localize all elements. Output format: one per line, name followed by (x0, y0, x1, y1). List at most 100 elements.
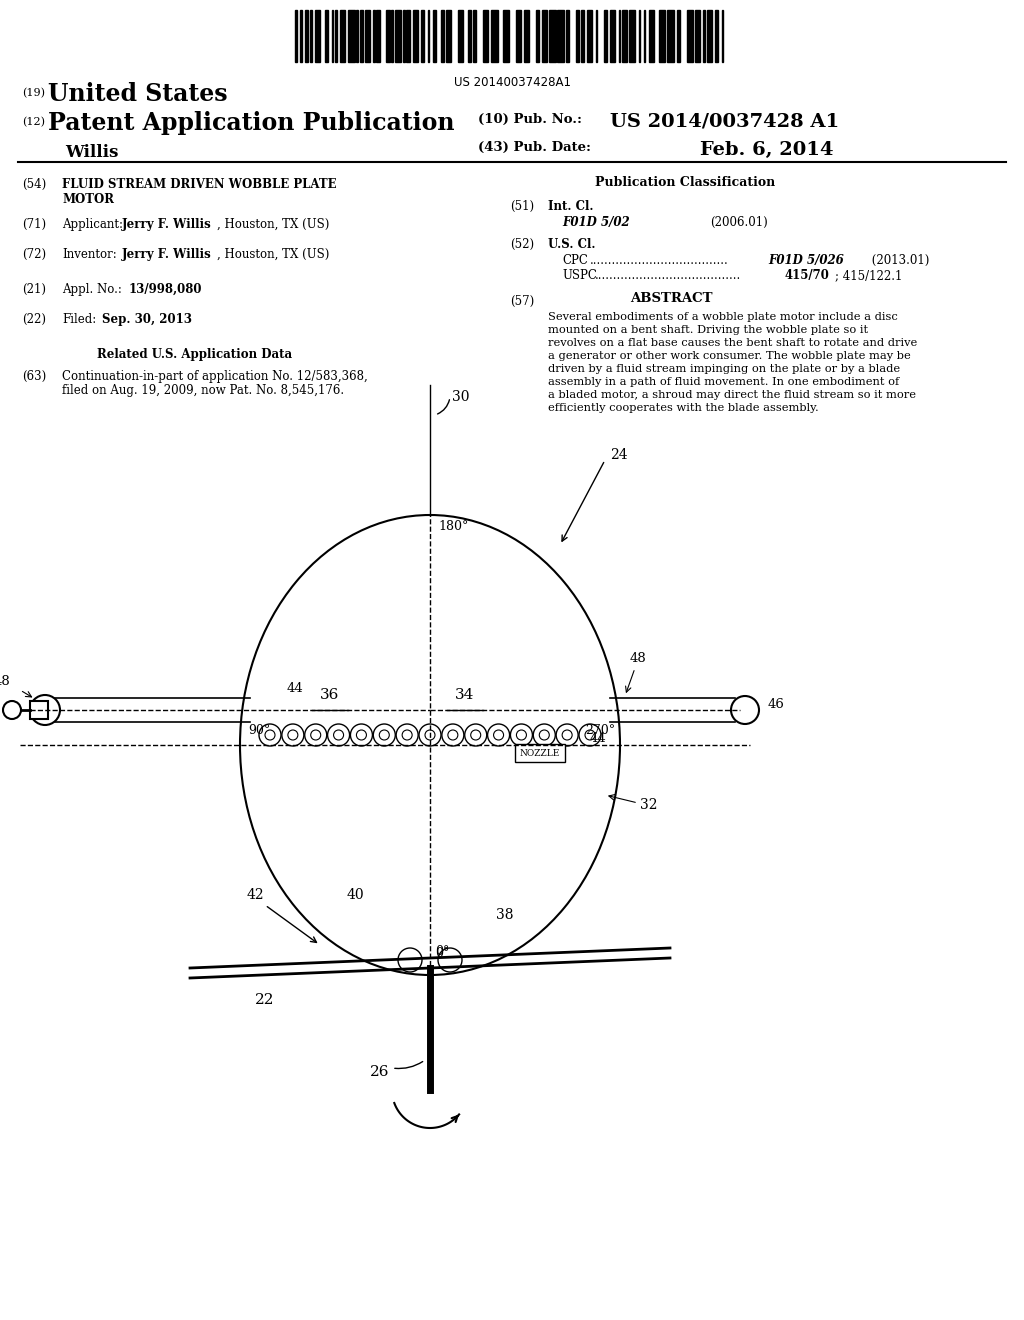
Text: US 20140037428A1: US 20140037428A1 (454, 77, 570, 88)
Text: 48: 48 (630, 652, 647, 665)
Bar (365, 11, 370, 62)
Circle shape (471, 730, 480, 741)
Circle shape (305, 723, 327, 746)
Text: 90°: 90° (248, 723, 270, 737)
Bar (503, 11, 509, 62)
Text: Jerry F. Willis: Jerry F. Willis (122, 248, 212, 261)
Bar (549, 11, 556, 62)
Text: 270°: 270° (585, 723, 615, 737)
Bar (648, 11, 653, 62)
Bar (446, 11, 451, 62)
Text: 180°: 180° (438, 520, 468, 533)
Text: F01D 5/02: F01D 5/02 (562, 216, 630, 228)
Text: , Houston, TX (US): , Houston, TX (US) (217, 218, 330, 231)
Text: 0°: 0° (435, 946, 450, 960)
Bar (473, 11, 476, 62)
Circle shape (487, 723, 510, 746)
Bar (394, 11, 401, 62)
Text: Publication Classification: Publication Classification (595, 176, 775, 189)
Text: a bladed motor, a shroud may direct the fluid stream so it more: a bladed motor, a shroud may direct the … (548, 389, 916, 400)
Text: US 2014/0037428 A1: US 2014/0037428 A1 (610, 114, 840, 131)
Bar (524, 11, 529, 62)
Text: filed on Aug. 19, 2009, now Pat. No. 8,545,176.: filed on Aug. 19, 2009, now Pat. No. 8,5… (62, 384, 344, 397)
Bar (722, 11, 723, 62)
Bar (575, 11, 579, 62)
Text: , Houston, TX (US): , Houston, TX (US) (217, 248, 330, 261)
Text: NOZZLE: NOZZLE (520, 748, 560, 758)
Text: (22): (22) (22, 313, 46, 326)
Text: Jerry F. Willis: Jerry F. Willis (122, 218, 212, 231)
Bar (565, 11, 569, 62)
Bar (315, 11, 319, 62)
Text: (2006.01): (2006.01) (710, 216, 768, 228)
Text: F01D 5/026: F01D 5/026 (768, 253, 844, 267)
Text: United States: United States (48, 82, 227, 106)
Bar (629, 11, 635, 62)
Text: (43) Pub. Date:: (43) Pub. Date: (478, 141, 591, 154)
Bar (610, 11, 615, 62)
Text: (63): (63) (22, 370, 46, 383)
Text: Int. Cl.: Int. Cl. (548, 201, 594, 213)
Circle shape (447, 730, 458, 741)
Circle shape (540, 730, 549, 741)
Bar (340, 11, 345, 62)
Bar (639, 11, 640, 62)
Circle shape (419, 723, 441, 746)
Text: 26: 26 (371, 1065, 390, 1078)
Text: 48: 48 (0, 675, 10, 688)
Bar (407, 11, 410, 62)
Text: .....................................: ..................................... (590, 253, 729, 267)
Text: USPC: USPC (562, 269, 597, 282)
Bar (332, 11, 333, 62)
Text: (72): (72) (22, 248, 46, 261)
Circle shape (288, 730, 298, 741)
Text: revolves on a flat base causes the bent shaft to rotate and drive: revolves on a flat base causes the bent … (548, 338, 918, 348)
Bar (587, 11, 592, 62)
Circle shape (494, 730, 504, 741)
Circle shape (425, 730, 435, 741)
Text: 30: 30 (452, 389, 469, 404)
Circle shape (374, 723, 395, 746)
Bar (386, 11, 390, 62)
Circle shape (328, 723, 349, 746)
Text: assembly in a path of fluid movement. In one embodiment of: assembly in a path of fluid movement. In… (548, 378, 899, 387)
Circle shape (438, 948, 462, 972)
Circle shape (402, 730, 412, 741)
Text: 36: 36 (321, 688, 340, 702)
Text: Inventor:: Inventor: (62, 248, 117, 261)
Bar (604, 11, 607, 62)
Circle shape (30, 696, 60, 725)
Bar (703, 11, 706, 62)
Circle shape (265, 730, 275, 741)
Bar (310, 11, 311, 62)
Bar (536, 11, 539, 62)
Text: (2013.01): (2013.01) (868, 253, 930, 267)
Text: 0°: 0° (435, 945, 450, 958)
Bar (677, 11, 680, 62)
Bar (402, 11, 404, 62)
Bar (325, 11, 329, 62)
Bar (373, 11, 375, 62)
Text: (10) Pub. No.:: (10) Pub. No.: (478, 114, 582, 125)
Text: mounted on a bent shaft. Driving the wobble plate so it: mounted on a bent shaft. Driving the wob… (548, 325, 868, 335)
Bar (715, 11, 719, 62)
Circle shape (379, 730, 389, 741)
Bar (458, 11, 463, 62)
Text: (71): (71) (22, 218, 46, 231)
Bar (707, 11, 712, 62)
Text: Patent Application Publication: Patent Application Publication (48, 111, 455, 135)
Text: 32: 32 (640, 799, 657, 812)
Bar (618, 11, 621, 62)
Bar (441, 11, 444, 62)
Circle shape (282, 723, 304, 746)
Circle shape (556, 723, 579, 746)
Text: Several embodiments of a wobble plate motor include a disc: Several embodiments of a wobble plate mo… (548, 312, 898, 322)
Bar (421, 11, 425, 62)
Circle shape (534, 723, 555, 746)
Text: 44: 44 (590, 733, 607, 744)
Text: ABSTRACT: ABSTRACT (630, 292, 713, 305)
Bar (468, 11, 471, 62)
Bar (413, 11, 418, 62)
Bar (622, 11, 627, 62)
Text: FLUID STREAM DRIVEN WOBBLE PLATE: FLUID STREAM DRIVEN WOBBLE PLATE (62, 178, 337, 191)
